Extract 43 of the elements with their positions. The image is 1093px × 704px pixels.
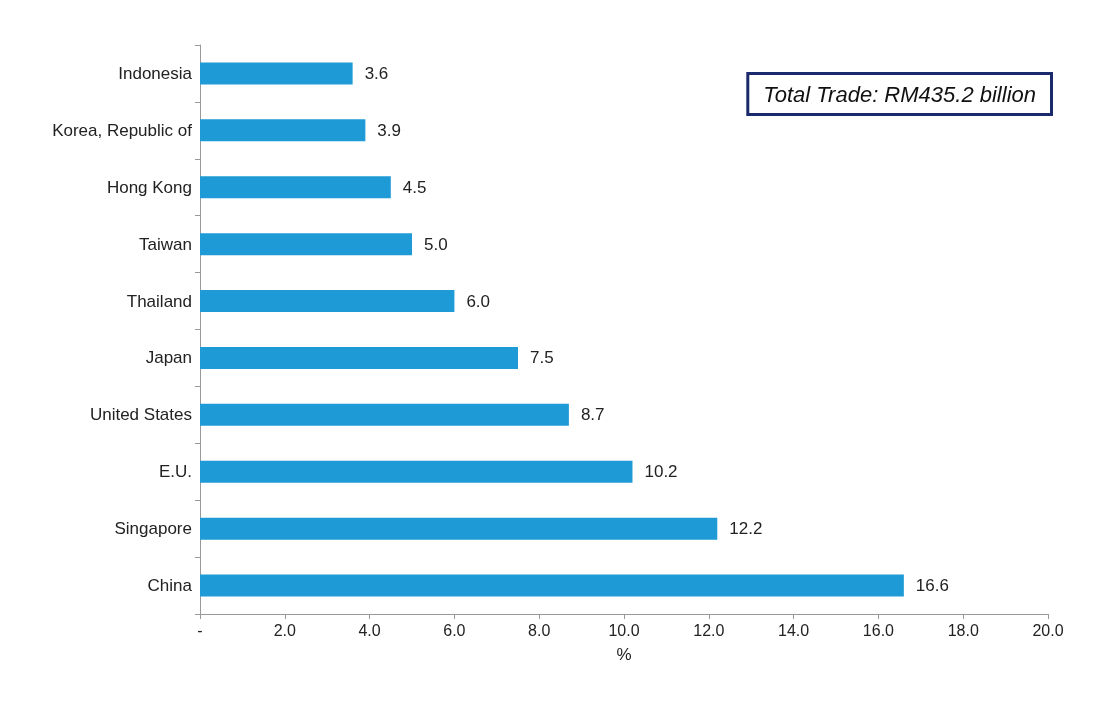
data-label: 16.6: [915, 576, 949, 596]
x-tick-label: 12.0: [693, 621, 725, 639]
bar: [200, 517, 718, 540]
data-label: 8.7: [580, 405, 605, 425]
x-tick-label: -: [197, 621, 203, 639]
y-tick-label: United States: [89, 405, 192, 425]
data-label: 10.2: [644, 462, 678, 482]
annotation: Total Trade: RM435.2 billion: [763, 81, 1036, 107]
bar: [200, 62, 353, 85]
y-tick-label: Thailand: [126, 291, 192, 311]
x-tick-label: 14.0: [778, 621, 810, 639]
bar: [200, 403, 569, 426]
bar: [200, 176, 391, 199]
bar: [200, 233, 412, 256]
x-tick-label: 18.0: [947, 621, 979, 639]
data-label: 7.5: [530, 348, 554, 368]
x-axis-title: %: [616, 645, 632, 664]
y-tick-label: Taiwan: [139, 234, 192, 254]
y-tick-label: Singapore: [114, 519, 192, 539]
x-tick-label: 2.0: [273, 621, 297, 639]
y-tick-label: Hong Kong: [106, 177, 192, 197]
x-tick-label: 6.0: [443, 621, 466, 639]
y-tick-label: China: [147, 576, 193, 596]
y-tick-label: Korea, Republic of: [52, 120, 193, 140]
data-label: 5.0: [424, 234, 448, 254]
y-tick-label: Japan: [145, 348, 192, 368]
data-label: 12.2: [729, 519, 763, 539]
x-tick-label: 16.0: [862, 621, 895, 639]
bar: [200, 346, 518, 369]
y-tick-label: E.U.: [158, 462, 192, 482]
x-tick-label: 4.0: [358, 621, 381, 639]
bar: [200, 290, 455, 313]
x-tick-label: 10.0: [608, 621, 640, 639]
data-label: 6.0: [466, 291, 491, 311]
bar: [200, 119, 366, 142]
data-label: 3.9: [377, 120, 401, 140]
data-label: 3.6: [364, 63, 389, 83]
bar: [200, 574, 904, 597]
x-tick-label: 20.0: [1032, 621, 1064, 639]
x-tick-label: 8.0: [528, 621, 551, 639]
bar: [200, 460, 633, 483]
y-tick-label: Indonesia: [118, 63, 193, 83]
data-label: 4.5: [402, 177, 427, 197]
